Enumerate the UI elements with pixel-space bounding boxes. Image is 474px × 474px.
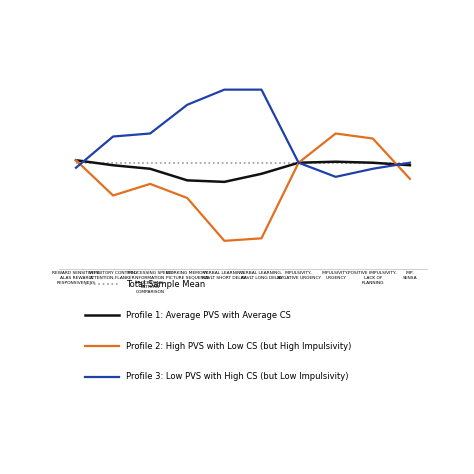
- Text: Profile 3: Low PVS with High CS (but Low Impulsivity): Profile 3: Low PVS with High CS (but Low…: [126, 373, 348, 381]
- Text: Profile 2: High PVS with Low CS (but High Impulsivity): Profile 2: High PVS with Low CS (but Hig…: [126, 342, 351, 350]
- Text: Profile 1: Average PVS with Average CS: Profile 1: Average PVS with Average CS: [126, 311, 291, 319]
- Text: Total Sample Mean: Total Sample Mean: [126, 280, 205, 289]
